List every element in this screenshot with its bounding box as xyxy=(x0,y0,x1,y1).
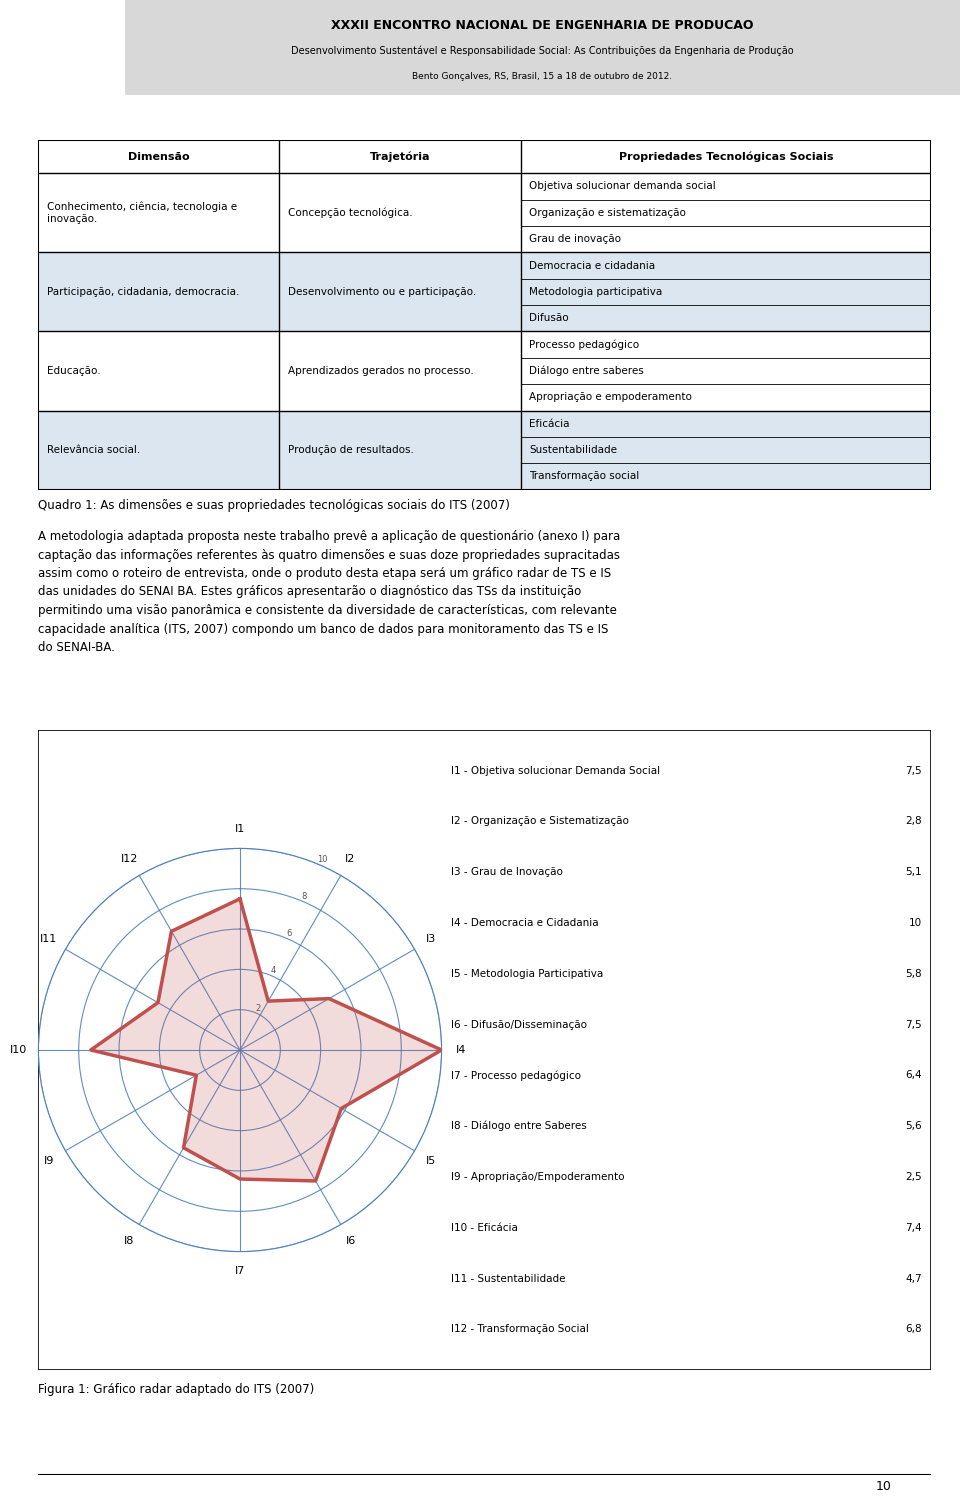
Text: 4,7: 4,7 xyxy=(905,1273,922,1284)
Text: I9 - Apropriação/Empoderamento: I9 - Apropriação/Empoderamento xyxy=(451,1172,625,1182)
Text: 5,8: 5,8 xyxy=(905,969,922,978)
Text: I1 - Objetiva solucionar Demanda Social: I1 - Objetiva solucionar Demanda Social xyxy=(451,766,660,776)
Text: 5,6: 5,6 xyxy=(905,1122,922,1131)
Text: Eficácia: Eficácia xyxy=(530,418,570,429)
Text: 7,5: 7,5 xyxy=(905,766,922,776)
Text: I7 - Processo pedagógico: I7 - Processo pedagógico xyxy=(451,1071,581,1081)
Text: 6,8: 6,8 xyxy=(905,1324,922,1335)
Bar xyxy=(38,140,931,174)
Text: Diálogo entre saberes: Diálogo entre saberes xyxy=(530,365,644,376)
Text: Figura 1: Gráfico radar adaptado do ITS (2007): Figura 1: Gráfico radar adaptado do ITS … xyxy=(38,1383,315,1397)
Text: 6,4: 6,4 xyxy=(905,1071,922,1081)
Text: I8 - Diálogo entre Saberes: I8 - Diálogo entre Saberes xyxy=(451,1120,587,1131)
Text: I4 - Democracia e Cidadania: I4 - Democracia e Cidadania xyxy=(451,918,599,929)
Text: Aprendizados gerados no processo.: Aprendizados gerados no processo. xyxy=(288,365,474,376)
Text: Participação, cidadania, democracia.: Participação, cidadania, democracia. xyxy=(47,287,240,297)
Text: 5,1: 5,1 xyxy=(905,867,922,877)
Text: Dimensão: Dimensão xyxy=(128,151,190,162)
Text: Desenvolvimento ou e participação.: Desenvolvimento ou e participação. xyxy=(288,287,476,297)
Bar xyxy=(38,174,931,252)
Text: Propriedades Tecnológicas Sociais: Propriedades Tecnológicas Sociais xyxy=(618,151,833,162)
Text: Trajetória: Trajetória xyxy=(370,151,430,162)
Bar xyxy=(125,0,960,95)
Text: 7,5: 7,5 xyxy=(905,1019,922,1030)
Text: Educação.: Educação. xyxy=(47,365,101,376)
Text: 7,4: 7,4 xyxy=(905,1223,922,1232)
Text: 10: 10 xyxy=(908,918,922,929)
Text: 2,8: 2,8 xyxy=(905,817,922,826)
Text: I2 - Organização e Sistematização: I2 - Organização e Sistematização xyxy=(451,817,629,826)
Text: Objetiva solucionar demanda social: Objetiva solucionar demanda social xyxy=(530,181,716,192)
Text: Conhecimento, ciência, tecnologia e
inovação.: Conhecimento, ciência, tecnologia e inov… xyxy=(47,202,237,223)
Text: Grau de inovação: Grau de inovação xyxy=(530,234,621,245)
Text: XXXII ENCONTRO NACIONAL DE ENGENHARIA DE PRODUCAO: XXXII ENCONTRO NACIONAL DE ENGENHARIA DE… xyxy=(331,20,754,32)
Text: I5 - Metodologia Participativa: I5 - Metodologia Participativa xyxy=(451,969,604,978)
Bar xyxy=(38,332,931,411)
Text: Democracia e cidadania: Democracia e cidadania xyxy=(530,261,656,270)
Text: Transformação social: Transformação social xyxy=(530,471,639,482)
Text: Concepção tecnológica.: Concepção tecnológica. xyxy=(288,207,413,217)
Text: 10: 10 xyxy=(876,1480,891,1493)
Text: Organização e sistematização: Organização e sistematização xyxy=(530,208,686,217)
Bar xyxy=(38,252,931,332)
Text: Metodologia participativa: Metodologia participativa xyxy=(530,287,662,297)
Text: I3 - Grau de Inovação: I3 - Grau de Inovação xyxy=(451,867,564,877)
Text: Difusão: Difusão xyxy=(530,313,569,323)
Text: Bento Gonçalves, RS, Brasil, 15 a 18 de outubro de 2012.: Bento Gonçalves, RS, Brasil, 15 a 18 de … xyxy=(413,72,672,82)
Text: I10 - Eficácia: I10 - Eficácia xyxy=(451,1223,518,1232)
Text: Quadro 1: As dimensões e suas propriedades tecnológicas sociais do ITS (2007): Quadro 1: As dimensões e suas propriedad… xyxy=(38,500,511,512)
Text: Processo pedagógico: Processo pedagógico xyxy=(530,340,639,350)
Text: A metodologia adaptada proposta neste trabalho prevê a aplicação de questionário: A metodologia adaptada proposta neste tr… xyxy=(38,530,621,654)
Text: I6 - Difusão/Disseminação: I6 - Difusão/Disseminação xyxy=(451,1019,588,1030)
Bar xyxy=(38,411,931,489)
Text: I11 - Sustentabilidade: I11 - Sustentabilidade xyxy=(451,1273,565,1284)
Text: Apropriação e empoderamento: Apropriação e empoderamento xyxy=(530,393,692,402)
Text: Sustentabilidade: Sustentabilidade xyxy=(530,445,617,455)
Text: Relevância social.: Relevância social. xyxy=(47,445,140,455)
Polygon shape xyxy=(91,898,442,1181)
Text: Produção de resultados.: Produção de resultados. xyxy=(288,445,415,455)
Text: 2,5: 2,5 xyxy=(905,1172,922,1182)
Text: I12 - Transformação Social: I12 - Transformação Social xyxy=(451,1324,589,1335)
Text: Desenvolvimento Sustentável e Responsabilidade Social: As Contribuições da Engen: Desenvolvimento Sustentável e Responsabi… xyxy=(291,45,794,56)
